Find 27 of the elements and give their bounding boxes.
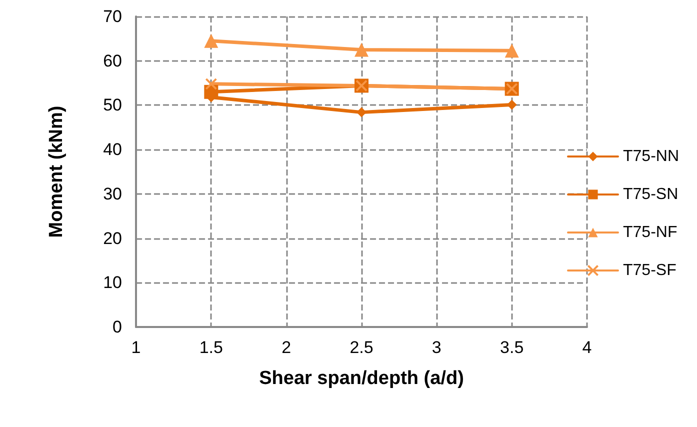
legend-label: T75-SN <box>622 186 678 203</box>
y-tick-label: 50 <box>103 96 122 115</box>
y-tick-label: 20 <box>103 228 122 248</box>
point <box>204 34 218 48</box>
x-tick-label: 3 <box>432 338 442 357</box>
y-tick-label: 40 <box>103 140 122 160</box>
x-tick-label: 2 <box>282 338 292 357</box>
x-axis-title: Shear span/depth (a/d) <box>259 368 464 389</box>
y-tick-label: 70 <box>103 7 122 26</box>
point <box>354 42 368 57</box>
point <box>356 107 366 118</box>
point <box>506 100 517 110</box>
y-tick-label: 0 <box>112 318 122 336</box>
x-tick-label: 2.5 <box>350 338 374 357</box>
legend-label: T75-SF <box>622 262 677 279</box>
legend-label: T75-NF <box>622 224 678 241</box>
x-tick-label: 4 <box>582 338 592 357</box>
y-tick-label: 10 <box>103 273 122 292</box>
point <box>205 78 218 90</box>
x-tick-label: 1 <box>131 338 141 357</box>
y-tick-label: 30 <box>103 184 122 204</box>
legend-label: T75-NN <box>622 148 680 165</box>
point <box>504 44 519 58</box>
x-tick-label: 1.5 <box>199 338 223 357</box>
y-axis-title: Moment (kNm) <box>46 106 67 238</box>
x-tick-label: 3.5 <box>500 338 524 357</box>
y-tick-label: 60 <box>103 51 122 70</box>
